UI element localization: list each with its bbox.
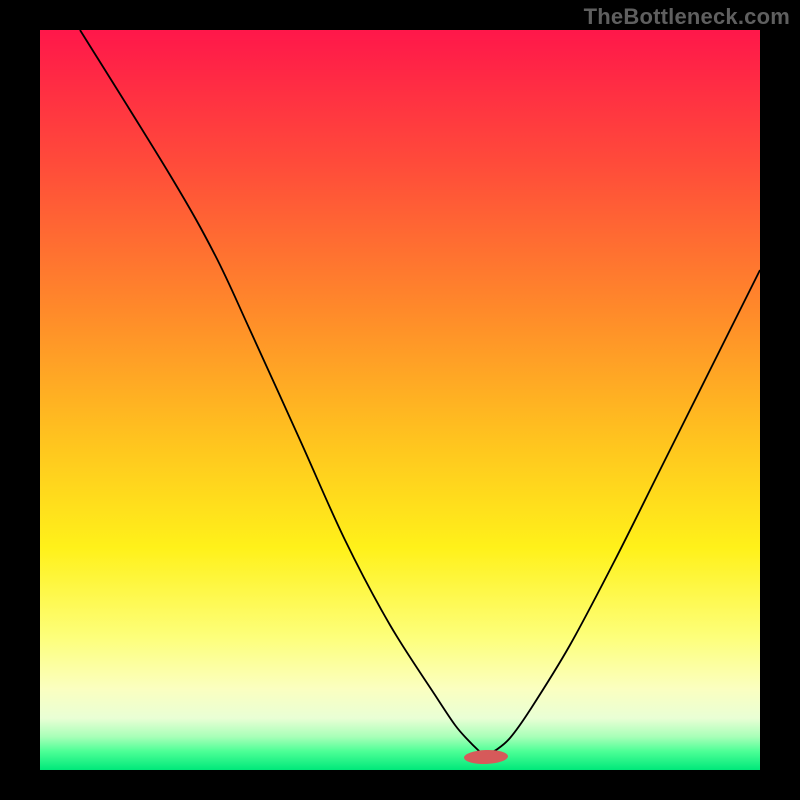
plot-area	[40, 30, 760, 770]
gradient-background	[40, 30, 760, 770]
chart-frame: TheBottleneck.com	[0, 0, 800, 800]
plot-svg	[40, 30, 760, 770]
watermark-text: TheBottleneck.com	[584, 4, 790, 30]
